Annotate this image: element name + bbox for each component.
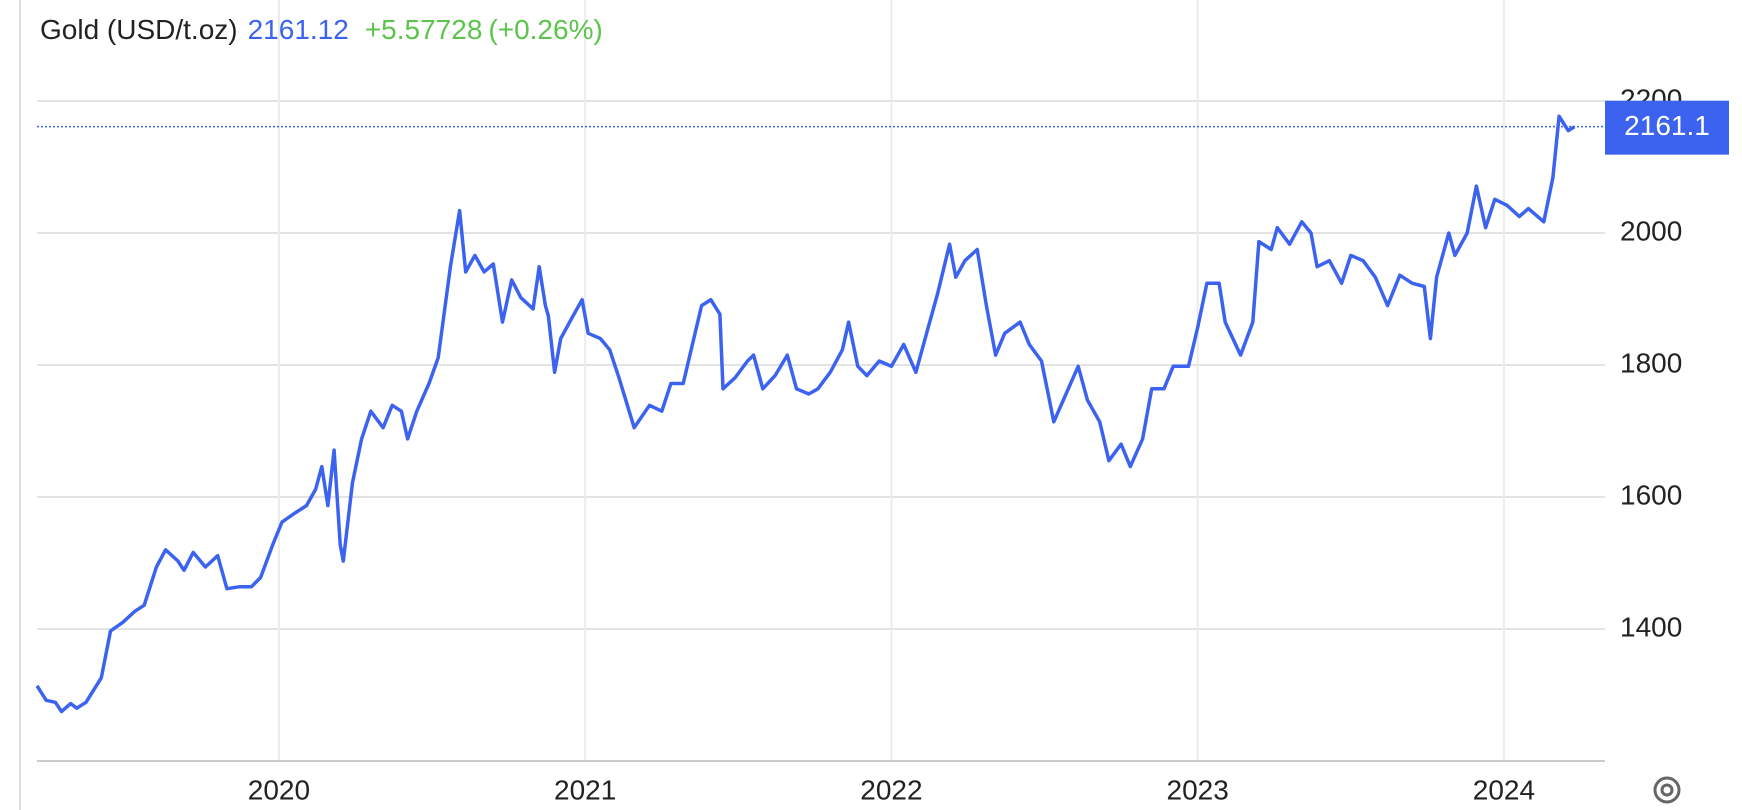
x-tick-label: 2021 bbox=[554, 774, 616, 805]
change-pct: (+0.26%) bbox=[488, 14, 603, 45]
price-tag-label: 2161.1 bbox=[1624, 110, 1710, 141]
header: Gold (USD/t.oz) 2161.12 +5.57728 (+0.26%) bbox=[40, 14, 613, 46]
price-line bbox=[35, 114, 1576, 714]
y-tick-label: 1600 bbox=[1620, 479, 1682, 510]
price: 2161.12 bbox=[247, 14, 349, 45]
price-tag bbox=[1605, 100, 1729, 155]
y-tick-label: 1800 bbox=[1620, 347, 1682, 378]
y-tick-label: 2000 bbox=[1620, 215, 1682, 246]
y-tick-label: 1400 bbox=[1620, 611, 1682, 642]
x-tick-label: 2023 bbox=[1167, 774, 1229, 805]
chart-title: Gold (USD/t.oz) bbox=[40, 14, 238, 45]
settings-icon[interactable] bbox=[1653, 776, 1681, 804]
x-tick-label: 2020 bbox=[248, 774, 310, 805]
x-tick-label: 2022 bbox=[860, 774, 922, 805]
change: +5.57728 bbox=[364, 14, 483, 45]
x-tick-label: 2024 bbox=[1473, 774, 1535, 805]
